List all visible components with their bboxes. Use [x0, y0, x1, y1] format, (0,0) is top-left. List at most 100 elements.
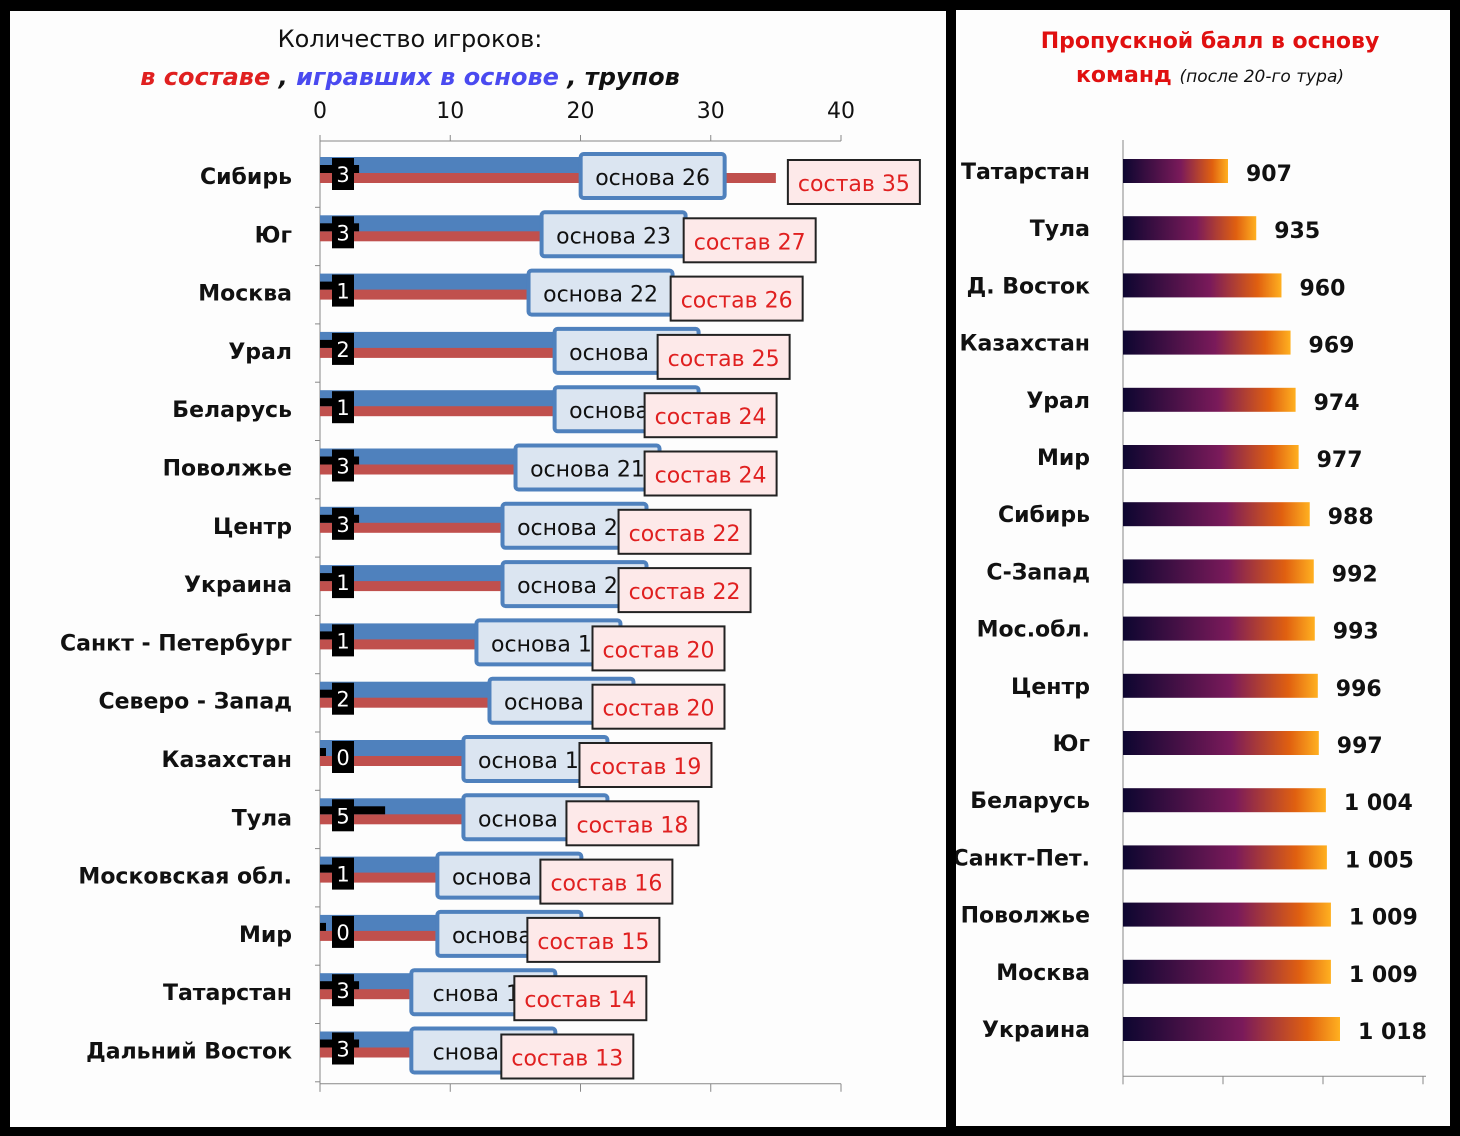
sostav-label-box [500, 1033, 635, 1080]
sostav-label-box [513, 975, 648, 1022]
category-label: Сибирь [200, 165, 292, 190]
title-series-trupov: трупов [585, 63, 680, 91]
sostav-label-box [617, 508, 752, 555]
trupov-value-label: 0 [336, 921, 349, 945]
sostav-value-label: состав 20 [603, 697, 715, 722]
right-bar [1123, 673, 1318, 698]
right-category-label: Урал [1026, 389, 1090, 414]
x-tick-label: 0 [313, 99, 327, 124]
right-category-label: Татарстан [961, 160, 1090, 185]
bar-sostav [320, 464, 633, 475]
right-bar [1123, 616, 1315, 641]
trupov-label-box [332, 158, 354, 190]
bar-trupov [320, 398, 334, 407]
bar-trupov [320, 864, 334, 873]
bar-sostav [320, 872, 529, 883]
bar-sostav [320, 173, 776, 183]
osnova-value-label: основа 23 [556, 224, 671, 249]
trupov-value-label: 1 [336, 629, 349, 653]
sostav-label-box [591, 683, 726, 730]
bar-trupov [320, 631, 334, 640]
bar-trupov [320, 922, 326, 931]
right-bar [1123, 330, 1291, 355]
right-value-label: 1 009 [1349, 906, 1418, 931]
sostav-value-label: состав 26 [681, 289, 793, 314]
category-label: Урал [228, 340, 292, 365]
osnova-value-label: основа 18 [491, 632, 606, 657]
trupov-label-box [332, 1032, 354, 1065]
trupov-value-label: 1 [336, 396, 349, 420]
right-bar [1123, 216, 1257, 241]
right-bar [1123, 845, 1327, 870]
trupov-value-label: 3 [336, 979, 349, 1003]
right-bar [1123, 273, 1282, 298]
trupov-value-label: 1 [336, 863, 349, 887]
right-value-label: 1 005 [1345, 848, 1414, 873]
right-value-label: 935 [1274, 219, 1320, 244]
right-category-label: Юг [1053, 732, 1090, 757]
osnova-value-label: основа 26 [595, 166, 710, 191]
sostav-label-box [643, 392, 778, 439]
bar-osnova [320, 157, 659, 175]
right-category-label: Тула [1030, 217, 1090, 242]
bar-trupov [320, 748, 326, 756]
right-category-label: Мир [1037, 446, 1090, 471]
osnova-value-label: основа 21 [530, 458, 645, 483]
right-category-label: Центр [1011, 675, 1090, 700]
sostav-label-box [669, 275, 804, 322]
right-bar [1123, 959, 1331, 984]
right-category-label: Поволжье [961, 904, 1090, 929]
trupov-label-box [332, 857, 354, 890]
sostav-value-label: состав 22 [629, 580, 741, 605]
sostav-value-label: состав 25 [668, 347, 780, 372]
right-value-label: 1 009 [1349, 963, 1418, 988]
right-value-label: 1 004 [1344, 791, 1413, 816]
trupov-value-label: 3 [336, 455, 349, 479]
right-bar [1123, 445, 1299, 469]
x-tick-label: 20 [567, 99, 595, 124]
right-title-line2: команд (после 20-го тура) [1076, 63, 1344, 88]
trupov-value-label: 1 [336, 280, 349, 304]
right-value-label: 974 [1314, 391, 1360, 416]
sostav-value-label: состав 15 [537, 930, 649, 955]
sostav-label-box [565, 800, 700, 847]
sostav-label-box [526, 916, 661, 963]
trupov-label-box [332, 682, 354, 715]
category-label: Мир [239, 923, 292, 948]
category-label: Центр [213, 515, 292, 540]
bar-trupov [320, 281, 334, 290]
left-chart-panel: Количество игроков: в составе , игравших … [10, 11, 946, 1127]
passing-score-chart: Пропускной балл в основу команд (после 20… [956, 29, 1427, 1085]
title-series-osnova: игравших в основе [296, 63, 559, 91]
right-value-label: 996 [1336, 677, 1382, 702]
sostav-value-label: состав 22 [629, 522, 741, 547]
x-tick-label: 40 [827, 99, 855, 124]
sostav-value-label: состав 14 [524, 988, 636, 1013]
right-category-label: Д. Восток [967, 274, 1090, 299]
right-bar [1123, 502, 1310, 527]
sostav-label-box [682, 217, 817, 264]
sostav-value-label: состав 27 [694, 230, 806, 255]
trupov-value-label: 3 [336, 163, 349, 187]
osnova-value-label: основа 17 [478, 749, 593, 774]
bar-sostav [320, 522, 607, 533]
sostav-value-label: состав 16 [550, 872, 662, 897]
sostav-label-box [578, 742, 713, 788]
right-title-note: (после 20-го тура) [1179, 67, 1344, 87]
right-value-label: 992 [1332, 562, 1378, 587]
right-value-label: 997 [1337, 734, 1383, 759]
category-label: Тула [232, 806, 292, 831]
chart-title-line2: в составе , игравших в основе , трупов [140, 63, 680, 91]
right-bar [1123, 788, 1326, 813]
trupov-value-label: 3 [336, 513, 349, 537]
right-bar [1123, 159, 1228, 183]
right-category-label: Украина [982, 1018, 1090, 1043]
trupov-value-label: 2 [336, 688, 349, 712]
trupov-label-box [332, 974, 354, 1007]
trupov-label-box [332, 449, 354, 482]
category-label: Татарстан [163, 981, 292, 1006]
sostav-value-label: состав 35 [798, 172, 910, 197]
trupov-label-box [332, 915, 354, 948]
x-tick-label: 30 [697, 99, 725, 124]
category-label: Дальний Восток [86, 1040, 292, 1065]
